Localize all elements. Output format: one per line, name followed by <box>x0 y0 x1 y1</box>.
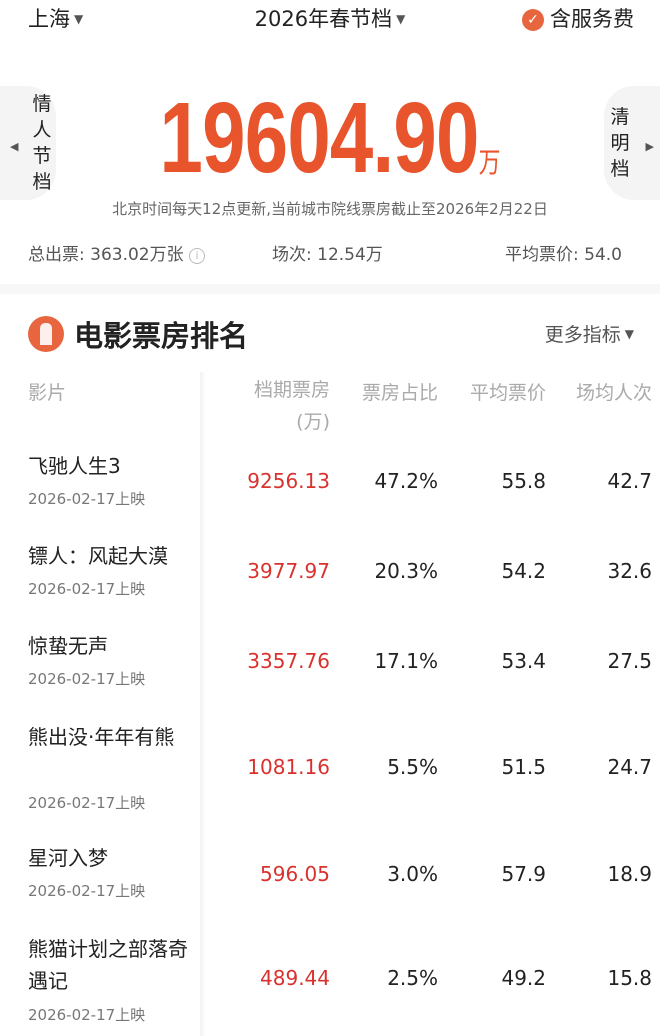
avg-price-value: 51.5 <box>501 755 546 779</box>
lighthouse-logo-icon <box>28 316 64 352</box>
film-name: 熊猫计划之部落奇遇记 <box>28 937 188 993</box>
box-office-unit: (万) <box>296 411 330 433</box>
share-value: 2.5% <box>387 966 438 990</box>
stat-tickets: 总出票: 363.02万张 i <box>28 240 206 265</box>
avg-price-value: 57.9 <box>501 862 546 886</box>
column-header-box-office[interactable]: 档期票房 (万) <box>254 374 330 438</box>
box-office-value: 9256.13 <box>247 469 330 493</box>
box-office-value: 3357.76 <box>247 649 330 673</box>
column-header-share[interactable]: 票房占比 <box>361 382 438 404</box>
film-name: 镖人：风起大漠 <box>28 544 168 568</box>
box-office-value: 3977.97 <box>247 559 330 583</box>
next-label-char: 档 <box>610 158 630 180</box>
section-title: 电影票房排名 <box>28 313 248 355</box>
release-date: 2026-02-17上映 <box>28 670 146 688</box>
check-icon: ✓ <box>522 9 544 31</box>
city-label: 上海 <box>28 7 70 31</box>
next-label-char: 明 <box>610 132 630 154</box>
caret-down-icon: ▼ <box>396 12 406 26</box>
column-divider <box>200 372 206 1036</box>
release-date: 2026-02-17上映 <box>28 490 146 508</box>
avg-price-value: 54.2 <box>501 559 546 583</box>
more-metrics-button[interactable]: 更多指标 ▼ <box>545 320 634 347</box>
caret-down-icon: ▼ <box>74 12 84 26</box>
avg-price-value: 49.2 <box>501 966 546 990</box>
total-box-office: 19604.90万 <box>73 78 588 223</box>
film-name: 星河入梦 <box>28 846 108 870</box>
prev-label-char: 节 <box>32 145 52 167</box>
prev-label-char: 情 <box>32 93 52 115</box>
film-name: 熊出没·年年有熊 <box>28 725 175 749</box>
film-name: 飞驰人生3 <box>28 454 121 478</box>
next-label-char: 清 <box>610 106 630 128</box>
release-date: 2026-02-17上映 <box>28 1006 146 1024</box>
box-office-value: 489.44 <box>260 966 330 990</box>
share-value: 3.0% <box>387 862 438 886</box>
release-date: 2026-02-17上映 <box>28 882 146 900</box>
release-date: 2026-02-17上映 <box>28 794 146 812</box>
share-value: 17.1% <box>374 649 438 673</box>
box-office-value: 1081.16 <box>247 755 330 779</box>
section-title-text: 电影票房排名 <box>74 319 249 353</box>
service-fee-toggle[interactable]: ✓ 含服务费 <box>522 4 634 34</box>
per-show-value: 42.7 <box>607 469 652 493</box>
period-label: 2026年春节档 <box>254 7 393 31</box>
column-header-per-show[interactable]: 场均人次 <box>575 382 652 404</box>
per-show-value: 18.9 <box>607 862 652 886</box>
release-date: 2026-02-17上映 <box>28 580 146 598</box>
prev-label-char: 人 <box>32 119 52 141</box>
arrow-right-icon: ▶ <box>645 140 654 153</box>
update-note: 北京时间每天12点更新,当前城市院线票房截止至2026年2月22日 <box>112 200 548 218</box>
service-fee-label: 含服务费 <box>550 7 634 31</box>
box-office-header-text: 档期票房 <box>253 379 330 401</box>
section-divider <box>0 284 660 294</box>
city-selector[interactable]: 上海 ▼ <box>28 4 83 34</box>
caret-down-icon: ▼ <box>624 327 634 341</box>
prev-label-char: 档 <box>32 171 52 193</box>
stat-shows: 场次: 12.54万 <box>272 245 383 265</box>
period-selector[interactable]: 2026年春节档 ▼ <box>255 7 406 31</box>
next-period-button[interactable]: 清 明 档 ▶ <box>604 86 660 200</box>
avg-price-value: 55.8 <box>501 469 546 493</box>
stat-avg-price: 平均票价: 54.0 <box>505 245 622 265</box>
per-show-value: 27.5 <box>607 649 652 673</box>
share-value: 20.3% <box>374 559 438 583</box>
tickets-text: 总出票: 363.02万张 <box>28 245 184 265</box>
share-value: 5.5% <box>387 755 438 779</box>
total-value: 19604.90 <box>159 82 480 194</box>
per-show-value: 15.8 <box>607 966 652 990</box>
total-unit: 万 <box>478 147 501 178</box>
avg-price-value: 53.4 <box>501 649 546 673</box>
box-office-value: 596.05 <box>260 862 330 886</box>
arrow-left-icon: ◀ <box>10 140 19 153</box>
more-metrics-label: 更多指标 <box>544 324 621 346</box>
film-name: 惊蛰无声 <box>28 634 108 658</box>
per-show-value: 24.7 <box>607 755 652 779</box>
prev-period-button[interactable]: ◀ 情 人 节 档 <box>0 86 56 200</box>
column-header-film: 影片 <box>28 382 67 404</box>
per-show-value: 32.6 <box>607 559 652 583</box>
share-value: 47.2% <box>374 469 438 493</box>
column-header-avg-price[interactable]: 平均票价 <box>469 382 546 404</box>
info-icon[interactable]: i <box>189 248 206 264</box>
